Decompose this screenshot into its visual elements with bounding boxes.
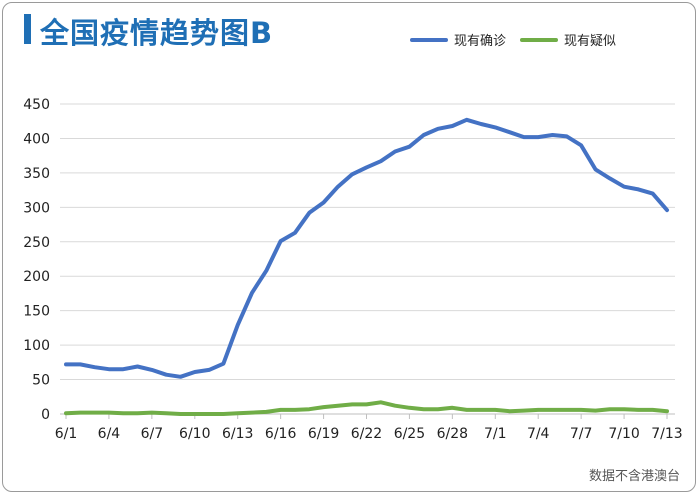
legend-label-confirmed: 现有确诊 — [454, 34, 507, 49]
x-tick-label: 6/10 — [179, 426, 210, 442]
y-tick-label: 50 — [32, 373, 50, 389]
y-tick-label: 150 — [23, 304, 50, 320]
x-tick-label: 7/13 — [651, 426, 682, 442]
x-tick-label: 6/1 — [55, 426, 78, 442]
x-tick-label: 7/10 — [608, 426, 639, 442]
y-tick-label: 300 — [23, 200, 50, 216]
y-tick-label: 400 — [23, 131, 50, 147]
legend-item-confirmed: 现有确诊 — [410, 30, 506, 49]
gridlines — [60, 103, 675, 415]
y-tick-label: 450 — [23, 97, 50, 113]
x-tick-label: 6/19 — [308, 426, 339, 442]
x-tick-label: 6/28 — [437, 426, 468, 442]
title-accent-bar — [24, 14, 31, 44]
series-lines — [64, 117, 669, 416]
legend-swatch-confirmed — [410, 37, 448, 42]
y-tick-label: 250 — [23, 235, 50, 251]
y-tick-label: 200 — [23, 269, 50, 285]
series-line-suspected — [64, 400, 669, 416]
x-tick-label: 6/7 — [141, 426, 164, 442]
x-tick-label: 7/1 — [484, 426, 507, 442]
legend-swatch-suspected — [520, 37, 559, 42]
x-tick-label: 6/16 — [265, 426, 297, 442]
x-tick-label: 6/13 — [222, 426, 253, 442]
y-tick-label: 350 — [23, 166, 50, 182]
x-tick-label: 6/4 — [98, 426, 121, 442]
y-axis-ticks: 0 50 100 150 200 250 300 350 400 450 — [23, 97, 50, 423]
x-tick-label: 7/7 — [570, 426, 593, 442]
chart-legend: 现有确诊 现有疑似 — [410, 30, 630, 49]
y-tick-label: 100 — [23, 338, 50, 354]
source-note: 数据不含港澳台 — [588, 469, 680, 484]
x-tick-label: 6/25 — [394, 426, 425, 442]
chart-title: 全国疫情趋势图B — [40, 16, 274, 50]
x-tick-label: 7/4 — [527, 426, 550, 442]
series-line-confirmed — [64, 117, 669, 379]
x-tick-label: 6/22 — [351, 426, 382, 442]
x-axis-ticks: 6/1 6/4 6/7 6/10 6/13 6/16 6/19 6/22 6/25 6/28 7/1… — [55, 414, 683, 442]
y-tick-label: 0 — [41, 407, 50, 423]
legend-item-suspected: 现有疑似 — [520, 30, 616, 49]
legend-label-suspected: 现有疑似 — [564, 34, 617, 49]
